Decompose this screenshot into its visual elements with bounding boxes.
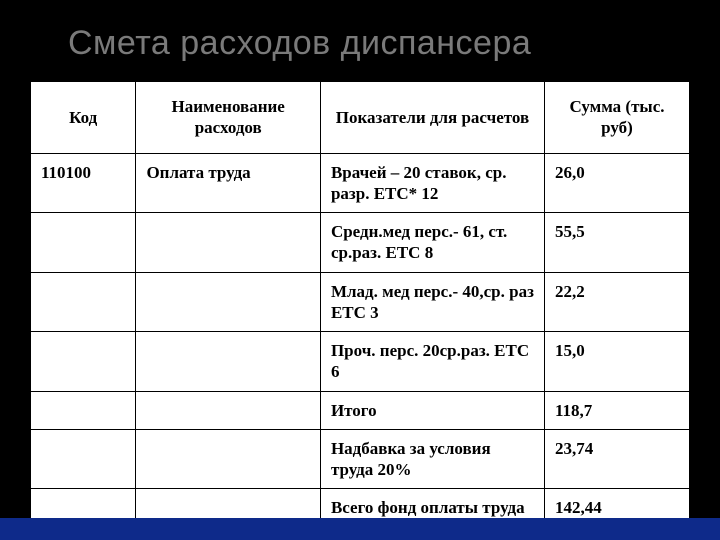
budget-table: Код Наименование расходов Показатели для… <box>30 81 690 528</box>
cell-name: Оплата труда <box>136 153 321 213</box>
cell-indicator: Средн.мед перс.- 61, ст. ср.раз. ЕТС 8 <box>320 213 544 273</box>
table-row: Средн.мед перс.- 61, ст. ср.раз. ЕТС 8 5… <box>31 213 690 273</box>
cell-code <box>31 391 136 429</box>
cell-indicator: Итого <box>320 391 544 429</box>
table-row: Млад. мед перс.- 40,ср. раз ЕТС 3 22,2 <box>31 272 690 332</box>
table-row: Надбавка за условия труда 20% 23,74 <box>31 429 690 489</box>
table-body: 110100 Оплата труда Врачей – 20 ставок, … <box>31 153 690 527</box>
cell-sum: 22,2 <box>545 272 690 332</box>
cell-code <box>31 213 136 273</box>
title-area: Смета расходов диспансера <box>0 0 720 81</box>
cell-code <box>31 332 136 392</box>
cell-sum: 15,0 <box>545 332 690 392</box>
cell-indicator: Проч. перс. 20ср.раз. ЕТС 6 <box>320 332 544 392</box>
col-header-sum: Сумма (тыс. руб) <box>545 82 690 154</box>
table-head: Код Наименование расходов Показатели для… <box>31 82 690 154</box>
cell-sum: 55,5 <box>545 213 690 273</box>
cell-name <box>136 391 321 429</box>
cell-sum: 26,0 <box>545 153 690 213</box>
cell-sum: 23,74 <box>545 429 690 489</box>
col-header-name: Наименование расходов <box>136 82 321 154</box>
table-row: Итого 118,7 <box>31 391 690 429</box>
col-header-code: Код <box>31 82 136 154</box>
page-title: Смета расходов диспансера <box>68 24 680 63</box>
cell-name <box>136 272 321 332</box>
table-row: Проч. перс. 20ср.раз. ЕТС 6 15,0 <box>31 332 690 392</box>
cell-code: 110100 <box>31 153 136 213</box>
cell-indicator: Надбавка за условия труда 20% <box>320 429 544 489</box>
cell-code <box>31 272 136 332</box>
cell-name <box>136 213 321 273</box>
cell-name <box>136 429 321 489</box>
cell-name <box>136 332 321 392</box>
cell-sum: 118,7 <box>545 391 690 429</box>
cell-indicator: Врачей – 20 ставок, ср. разр. ЕТС* 12 <box>320 153 544 213</box>
table-header-row: Код Наименование расходов Показатели для… <box>31 82 690 154</box>
col-header-indicator: Показатели для расчетов <box>320 82 544 154</box>
footer-strip <box>0 518 720 540</box>
cell-code <box>31 429 136 489</box>
cell-indicator: Млад. мед перс.- 40,ср. раз ЕТС 3 <box>320 272 544 332</box>
table-row: 110100 Оплата труда Врачей – 20 ставок, … <box>31 153 690 213</box>
budget-table-wrap: Код Наименование расходов Показатели для… <box>0 81 720 528</box>
